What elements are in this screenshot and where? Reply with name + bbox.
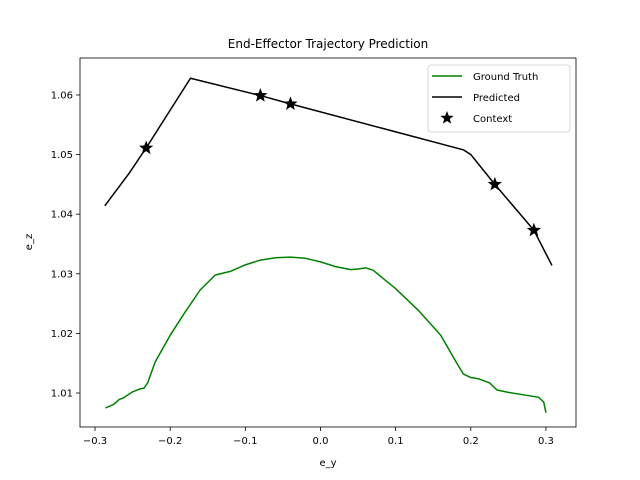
legend-label-ground-truth: Ground Truth (473, 72, 538, 83)
x-axis-label: e_y (319, 458, 336, 469)
y-tick-label: 1.05 (51, 150, 73, 161)
chart-title: End-Effector Trajectory Prediction (228, 37, 428, 51)
x-tick-label: 0.1 (388, 436, 404, 447)
legend-swatch-context (440, 111, 454, 124)
x-tick-label: 0.0 (313, 436, 329, 447)
context-point (487, 176, 502, 191)
x-tick-label: 0.2 (463, 436, 479, 447)
context-point (253, 88, 268, 102)
x-tick-label: −0.3 (83, 436, 107, 447)
y-axis-ticks: 1.01 1.02 1.03 1.04 1.05 1.06 (51, 90, 80, 400)
context-point (139, 140, 154, 155)
y-axis-label: e_z (24, 234, 35, 250)
y-tick-label: 1.03 (51, 269, 73, 280)
legend-label-predicted: Predicted (473, 93, 520, 104)
series-layer (104, 77, 553, 413)
legend-label-context: Context (473, 114, 512, 125)
x-tick-label: 0.3 (538, 436, 554, 447)
series-line-ground-truth (105, 256, 547, 413)
x-axis-ticks: −0.3 −0.2 −0.1 0.0 0.1 0.2 0.3 (83, 427, 554, 447)
context-point (283, 96, 298, 110)
x-tick-label: −0.2 (158, 436, 182, 447)
x-tick-label: −0.1 (233, 436, 257, 447)
y-tick-label: 1.01 (51, 389, 73, 400)
y-tick-label: 1.06 (51, 90, 73, 101)
plot-frame (79, 57, 577, 428)
legend: Ground Truth Predicted Context (427, 64, 571, 133)
y-tick-label: 1.02 (51, 329, 73, 340)
legend-box (427, 64, 571, 133)
context-point (526, 222, 542, 237)
y-tick-label: 1.04 (51, 210, 73, 221)
